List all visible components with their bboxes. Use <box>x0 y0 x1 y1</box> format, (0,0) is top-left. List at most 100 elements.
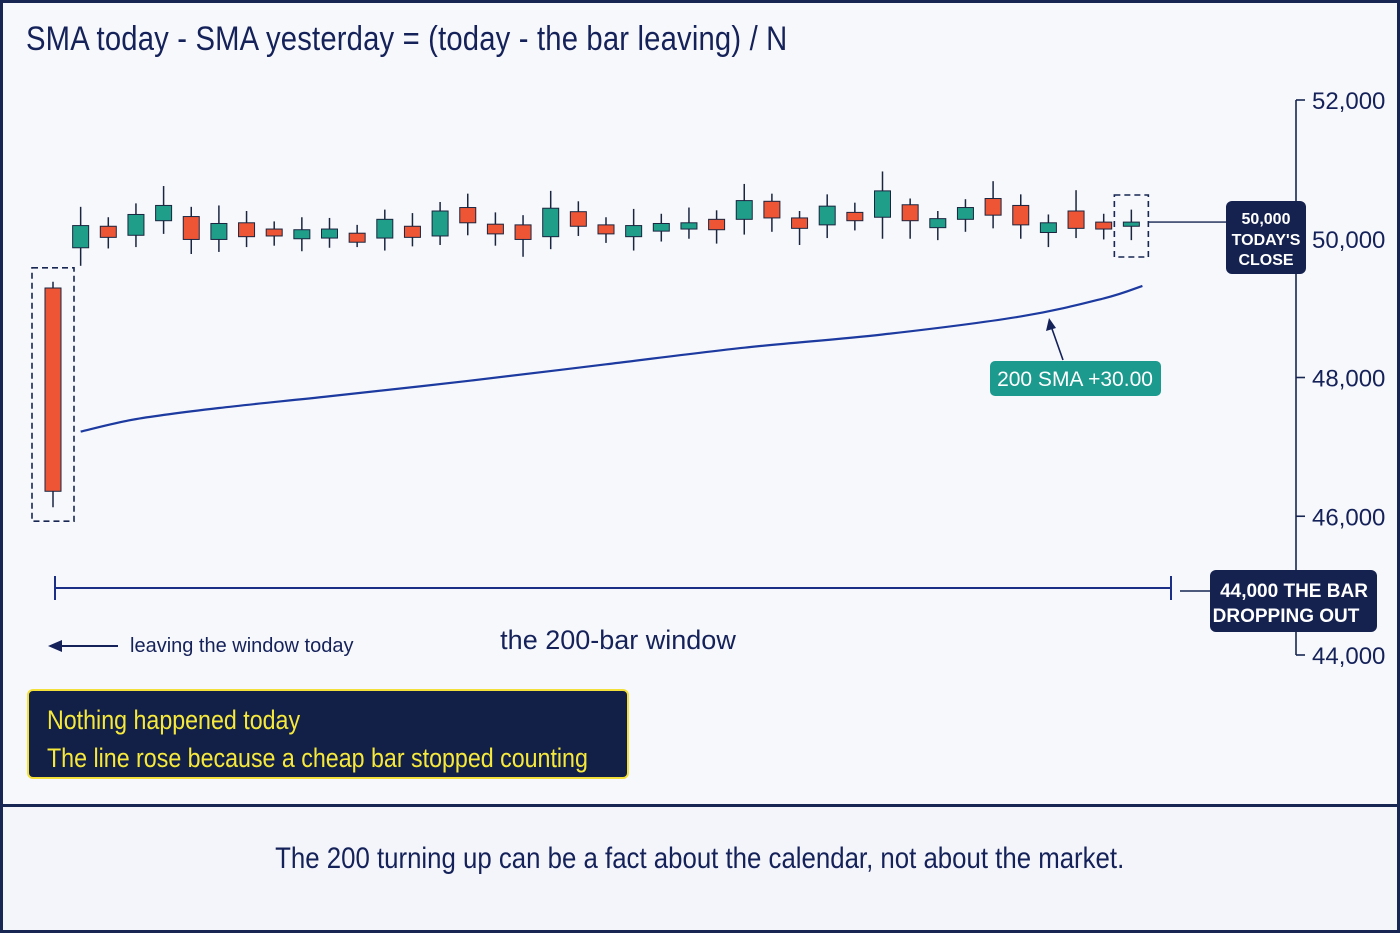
candles <box>44 171 1140 508</box>
candle-body <box>348 232 366 243</box>
candle-body <box>929 218 947 229</box>
y-tick-label: 48,000 <box>1312 366 1385 393</box>
candle-body <box>1039 222 1057 234</box>
candle <box>1067 190 1085 239</box>
today-close-value: 50,000 <box>1242 211 1291 228</box>
candle-body <box>376 218 394 239</box>
candle-body <box>72 225 90 249</box>
bar-dropping-badge: 44,000 THE BAR DROPPING OUT <box>1210 570 1377 632</box>
candle-body <box>293 229 311 240</box>
candle <box>569 201 587 236</box>
candle-body <box>1122 221 1140 227</box>
candle-body <box>155 204 173 222</box>
candle-body <box>791 217 809 229</box>
candle <box>321 217 338 248</box>
candle <box>348 224 366 248</box>
candle-body <box>708 218 726 231</box>
candle-body <box>874 190 891 218</box>
candle <box>238 211 256 248</box>
candle-body <box>127 213 145 236</box>
candle <box>1122 209 1140 241</box>
candle-body <box>763 200 781 219</box>
candle <box>72 206 90 266</box>
candle <box>763 193 781 232</box>
footer-divider <box>0 804 1400 807</box>
candle <box>874 171 891 239</box>
candle <box>929 211 947 241</box>
candle-body <box>1095 221 1113 230</box>
candle-body <box>818 205 836 226</box>
note-line-2: The line rose because a cheap bar stoppe… <box>47 743 588 773</box>
sma-change-label: 200 SMA +30.00 <box>997 368 1153 391</box>
candle-body <box>238 222 256 238</box>
candle-body <box>652 222 670 232</box>
candle-body <box>459 207 477 224</box>
candle-body <box>210 222 228 240</box>
explanation-note: Nothing happened today The line rose bec… <box>27 689 629 779</box>
candle <box>155 186 173 234</box>
candle <box>44 281 62 508</box>
candle-body <box>1067 210 1085 229</box>
bar-dropping-label-1: 44,000 THE BAR <box>1220 581 1368 602</box>
footer-caption-text: The 200 turning up can be a fact about t… <box>275 842 1125 875</box>
y-tick-label: 50,000 <box>1312 227 1385 254</box>
candle <box>459 193 477 236</box>
y-tick-label: 44,000 <box>1312 643 1385 670</box>
note-line-1: Nothing happened today <box>47 705 301 735</box>
candle-body <box>182 216 200 240</box>
candle <box>735 183 753 235</box>
candle <box>652 213 670 242</box>
footer-caption: The 200 turning up can be a fact about t… <box>0 842 1400 876</box>
leaving-label: leaving the window today <box>130 635 353 657</box>
candle-body <box>321 228 338 239</box>
candle <box>127 203 145 248</box>
sma-200-line <box>80 284 1143 433</box>
candle-body <box>403 225 421 238</box>
candle <box>293 217 311 252</box>
candle <box>1039 214 1057 248</box>
candle-body <box>901 204 919 222</box>
sma-pointer-arrow-icon <box>1046 318 1064 361</box>
candle-body <box>680 222 698 230</box>
candle <box>791 211 809 245</box>
candle <box>182 206 200 255</box>
today-close-label-2: CLOSE <box>1238 252 1293 269</box>
candle <box>1012 194 1030 239</box>
candle-body <box>99 225 117 238</box>
candle <box>846 202 864 231</box>
candle <box>625 208 643 251</box>
y-tick-label: 46,000 <box>1312 504 1385 531</box>
y-tick-label: 52,000 <box>1312 88 1385 115</box>
candle-body <box>514 224 532 240</box>
candle <box>514 215 532 257</box>
window-label: the 200-bar window <box>500 625 736 655</box>
candle <box>984 181 1002 229</box>
candle-body <box>265 228 283 237</box>
candle-body <box>984 198 1002 216</box>
leaving-arrow-icon <box>48 640 118 652</box>
candle-body <box>486 223 504 235</box>
candle <box>818 194 836 239</box>
candle <box>376 209 394 251</box>
candle <box>1095 213 1113 240</box>
sma-change-tag: 200 SMA +30.00 <box>990 361 1161 396</box>
candle <box>99 217 117 249</box>
candle <box>210 205 228 252</box>
candle <box>708 210 726 244</box>
candle <box>486 212 504 246</box>
candle-body <box>1012 204 1030 226</box>
today-close-label-1: TODAY'S <box>1232 232 1301 249</box>
candle <box>403 213 421 247</box>
candle <box>901 198 919 239</box>
candle-body <box>735 200 753 220</box>
candle <box>597 217 615 243</box>
candle <box>680 207 698 239</box>
candle <box>265 221 283 246</box>
candle-body <box>956 207 974 220</box>
candle-body <box>431 210 449 237</box>
candle-body <box>542 207 560 238</box>
candle <box>431 201 449 245</box>
chart-title: SMA today - SMA yesterday = (today - the… <box>26 20 788 58</box>
bar-dropping-label-2: DROPPING OUT <box>1213 606 1360 627</box>
candlestick-chart: 52,000 50,000 48,000 46,000 44,000 50,000 TO… <box>31 88 1385 670</box>
